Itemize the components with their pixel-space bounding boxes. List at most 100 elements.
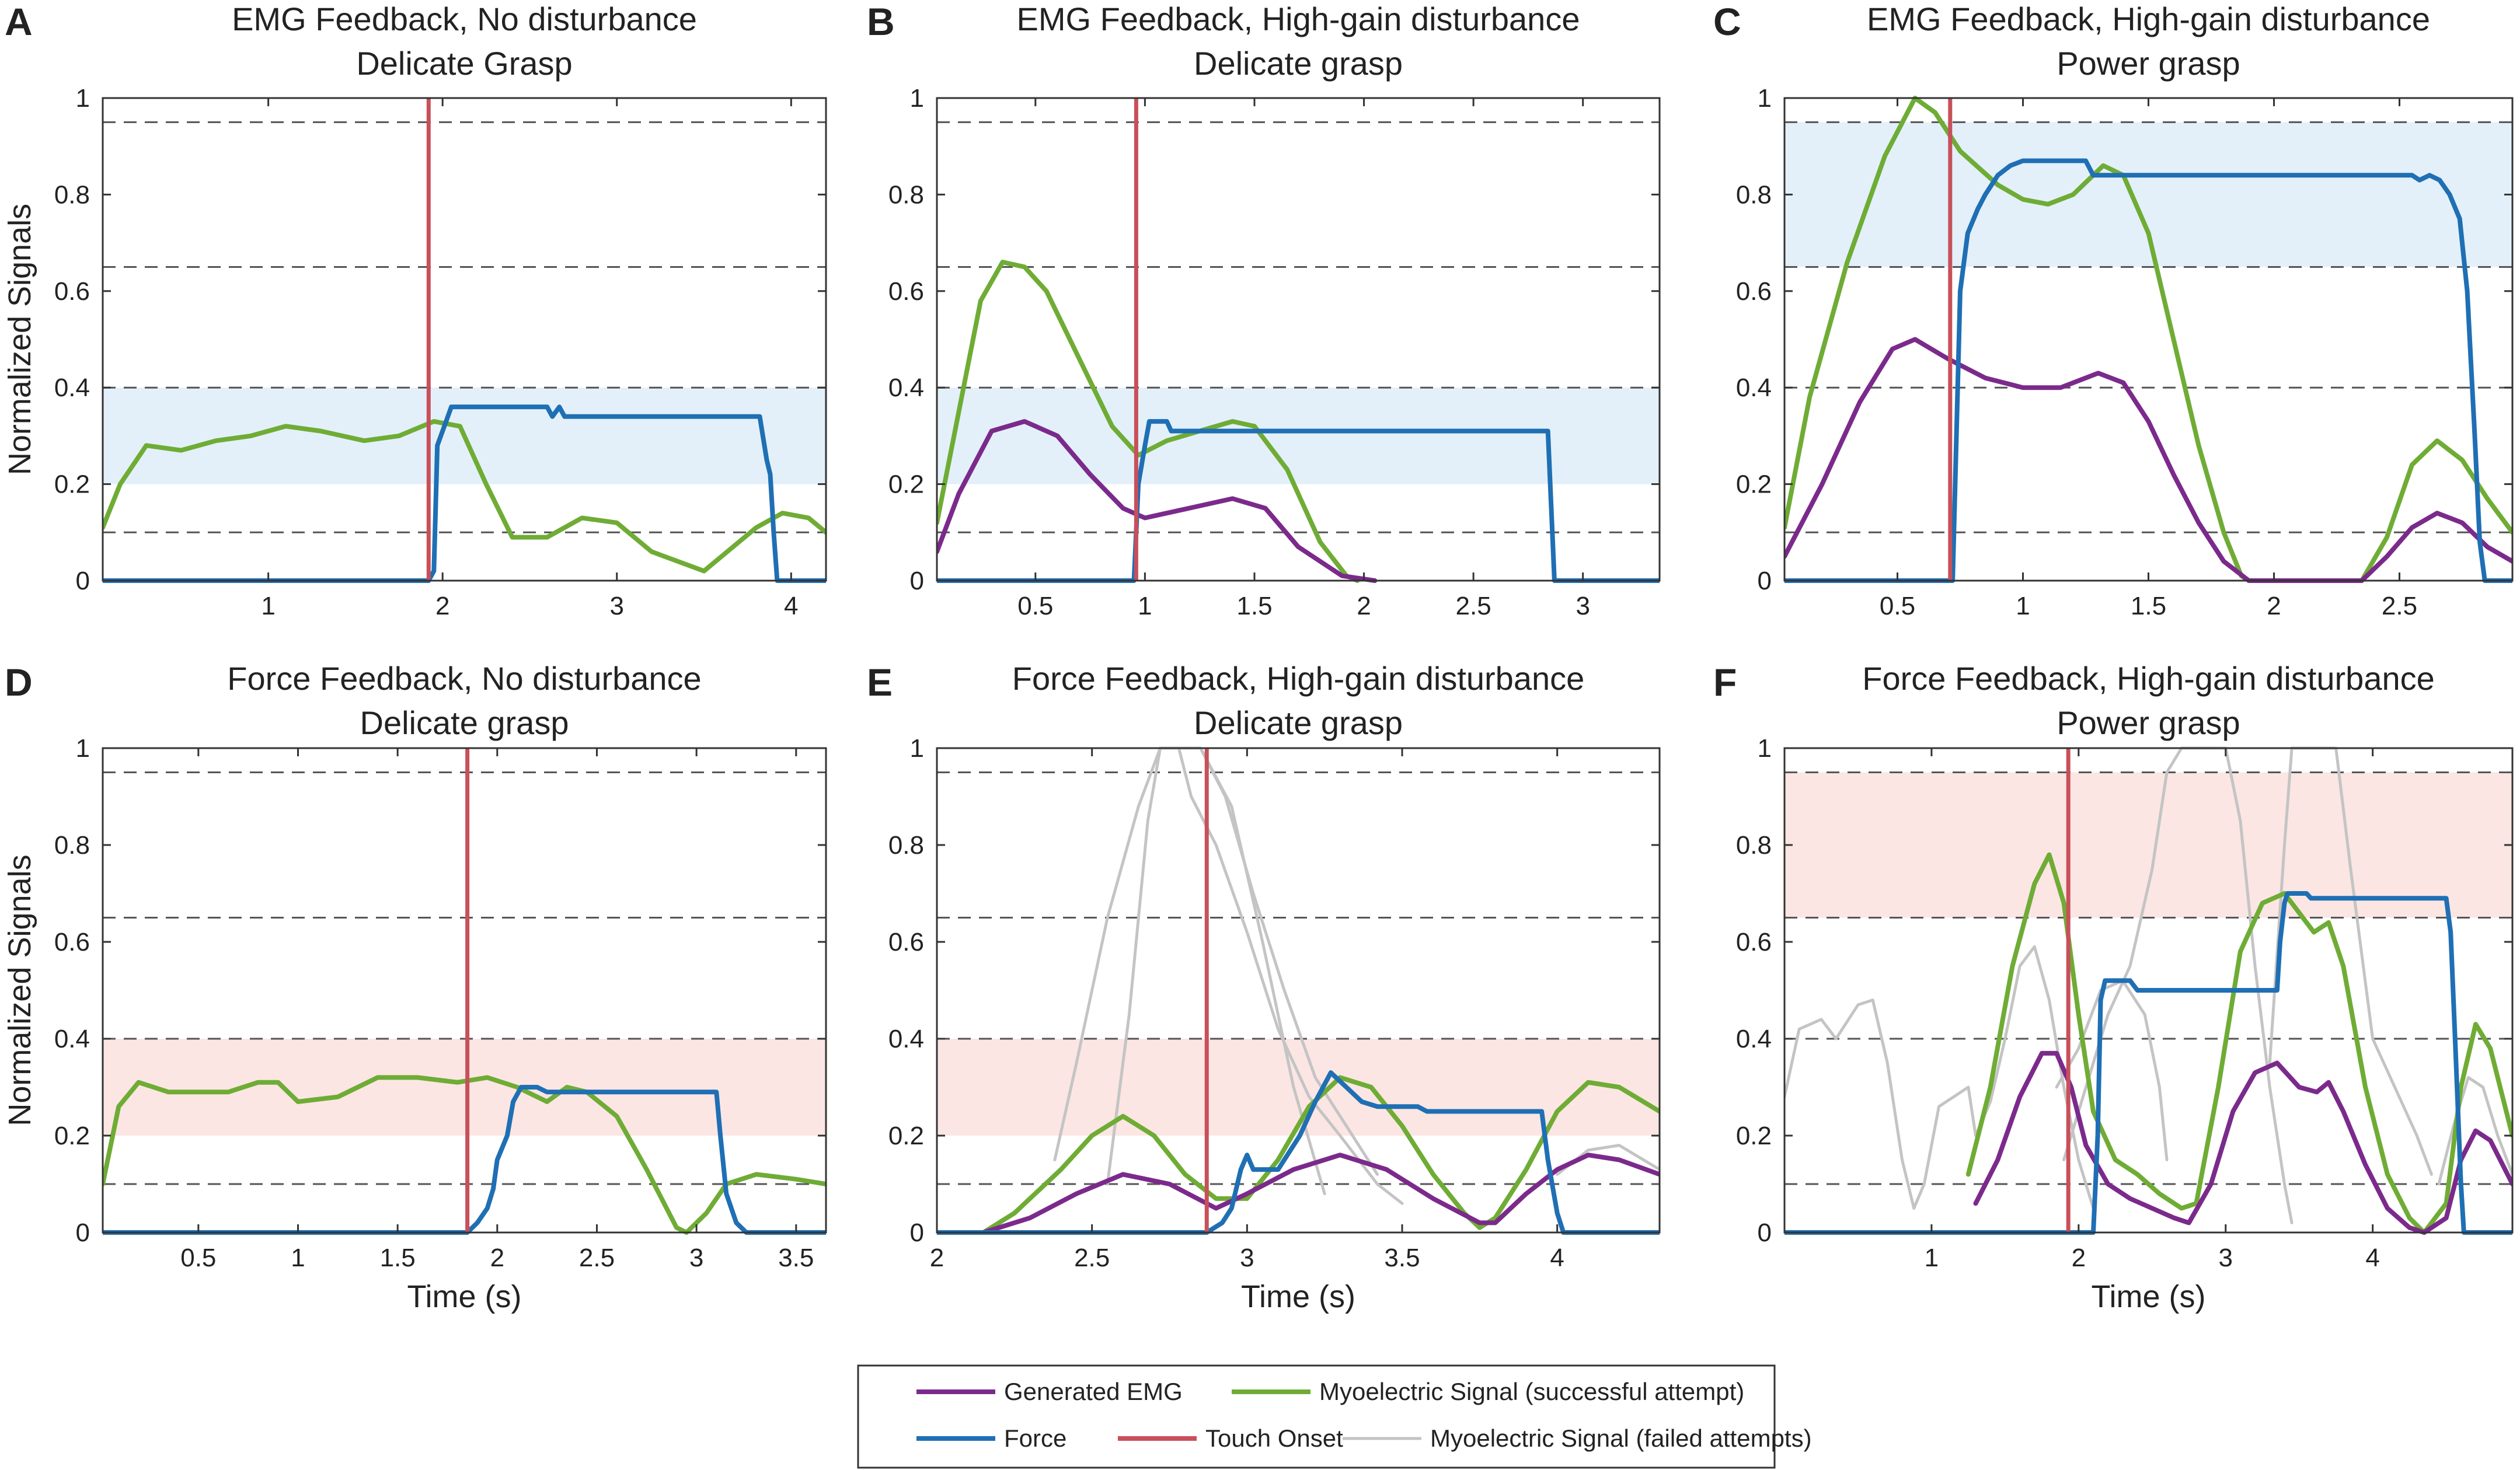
x-axis-label: Time (s) [2092, 1279, 2206, 1314]
legend-box [857, 1364, 1776, 1469]
chart-title-line: Force Feedback, No disturbance [227, 660, 701, 697]
legend-label: Touch Onset [1205, 1424, 1343, 1452]
x-tick-label: 2 [490, 1244, 504, 1272]
panel-letter: E [867, 661, 893, 704]
x-tick-label: 1.5 [2131, 592, 2166, 620]
series-line-myoelectric-signal-successful-attempt [937, 260, 1360, 583]
x-tick-label: 2 [435, 592, 449, 620]
chart-panel-e: 0 0.2 0.4 0.6 0.8 1 2 2.5 3 3.5 4 Force Feedback, H… [867, 660, 1661, 1314]
x-tick-label: 3.5 [1384, 1244, 1420, 1272]
series-group [1784, 96, 2512, 583]
legend-label: Myoelectric Signal (failed attempts) [1430, 1424, 1812, 1452]
y-tick-label: 0.2 [888, 1122, 924, 1150]
y-tick-label: 0.8 [1736, 180, 1772, 209]
y-tick-label: 0.6 [888, 928, 924, 956]
panel-letter: D [5, 661, 33, 704]
y-tick-label: 0.4 [54, 373, 90, 402]
series-line-force [103, 1085, 826, 1235]
x-axis-label: Time (s) [407, 1279, 522, 1314]
series-line-generated-emg [937, 419, 1378, 583]
chart-title-line: Power grasp [2057, 704, 2240, 741]
series-line-myoelectric-signal-failed-attempts [2268, 746, 2433, 1176]
series-group [103, 404, 826, 583]
x-axis-label: Time (s) [1241, 1279, 1355, 1314]
x-tick-label: 4 [1550, 1244, 1564, 1272]
y-tick-label: 0.6 [54, 928, 90, 956]
target-band [103, 1039, 826, 1136]
plot-frame [936, 97, 1661, 582]
y-tick-label: 1 [76, 734, 90, 763]
y-tick-label: 0 [76, 1218, 90, 1247]
y-tick-label: 0.6 [54, 277, 90, 306]
y-tick-label: 0.8 [54, 831, 90, 860]
y-tick-label: 0.8 [888, 831, 924, 860]
chart-panel-d: 0 0.2 0.4 0.6 0.8 1 0.5 1 1.5 2 2.5 3 3.5 Force Feedb… [2, 660, 827, 1314]
series-line-myoelectric-signal-failed-attempts [1199, 746, 1379, 1176]
x-tick-label: 3 [2219, 1244, 2233, 1272]
series-line-force [103, 404, 826, 583]
x-tick-label: 0.5 [180, 1244, 216, 1272]
legend-label: Myoelectric Signal (successful attempt) [1319, 1378, 1744, 1405]
x-tick-label: 2 [2072, 1244, 2086, 1272]
x-tick-label: 3 [689, 1244, 703, 1272]
series-line-myoelectric-signal-successful-attempt [981, 1075, 1660, 1235]
y-tick-label: 0.4 [1736, 1025, 1772, 1053]
chart-title-line: Delicate grasp [360, 704, 569, 741]
chart-title-line: Power grasp [2057, 45, 2240, 82]
chart-title-line: Delicate grasp [1194, 45, 1403, 82]
y-tick-label: 0.2 [1736, 470, 1772, 499]
y-tick-label: 0.6 [1736, 928, 1772, 956]
y-tick-label: 1 [1758, 84, 1772, 113]
series-line-generated-emg [981, 1153, 1660, 1235]
x-tick-label: 0.5 [1880, 592, 1915, 620]
chart-panel-a: 0 0.2 0.4 0.6 0.8 1 1 2 3 4 EMG Feedback, No distu… [2, 0, 827, 620]
y-tick-label: 0.8 [888, 180, 924, 209]
legend: Generated EMG Myoelectric Signal (success… [857, 1364, 1812, 1469]
x-tick-label: 3 [1240, 1244, 1254, 1272]
y-tick-label: 0.2 [54, 470, 90, 499]
y-axis-label: Normalized Signals [2, 854, 37, 1126]
x-tick-label: 3 [1576, 592, 1590, 620]
series-line-force [937, 1070, 1660, 1235]
series-line-myoelectric-signal-failed-attempts [2437, 1076, 2512, 1186]
chart-title-line: EMG Feedback, High-gain disturbance [1867, 1, 2430, 37]
series-group [103, 1075, 826, 1235]
series-line-generated-emg [1784, 337, 2512, 583]
x-tick-label: 4 [784, 592, 798, 620]
x-tick-label: 2 [930, 1244, 944, 1272]
chart-title-line: Delicate grasp [1194, 704, 1403, 741]
series-group [937, 746, 1660, 1235]
y-tick-label: 0 [1758, 1218, 1772, 1247]
x-tick-label: 1 [291, 1244, 305, 1272]
target-band [1784, 772, 2512, 918]
y-tick-label: 0.6 [888, 277, 924, 306]
chart-panel-c: 0 0.2 0.4 0.6 0.8 1 0.5 1 1.5 2 2.5 EMG Feedback, H… [1713, 0, 2514, 620]
plot-frame [1783, 747, 2514, 1234]
x-tick-label: 2.5 [2382, 592, 2417, 620]
chart-panel-b: 0 0.2 0.4 0.6 0.8 1 0.5 1 1.5 2 2.5 3 EMG Feedback, … [867, 0, 1661, 620]
panel-letter: B [867, 0, 895, 43]
series-line-myoelectric-signal-successful-attempt [103, 1075, 826, 1235]
y-tick-label: 0.4 [54, 1025, 90, 1053]
chart-title-line: Force Feedback, High-gain disturbance [1862, 660, 2435, 697]
series-line-myoelectric-signal-failed-attempts [1106, 746, 1404, 1205]
y-tick-label: 1 [910, 734, 924, 763]
chart-panel-f: 0 0.2 0.4 0.6 0.8 1 1 2 3 4 Force Feedback, High-g… [1713, 660, 2514, 1314]
y-tick-label: 0.4 [888, 1025, 924, 1053]
chart-title-line: Delicate Grasp [356, 45, 572, 82]
x-tick-label: 2.5 [1456, 592, 1491, 620]
y-tick-label: 1 [1758, 734, 1772, 763]
y-axis-label: Normalized Signals [2, 204, 37, 475]
y-tick-label: 1 [76, 84, 90, 113]
y-tick-label: 0.4 [888, 373, 924, 402]
y-tick-label: 1 [910, 84, 924, 113]
y-tick-label: 0.2 [888, 470, 924, 499]
legend-label: Generated EMG [1004, 1378, 1183, 1405]
y-tick-label: 0 [910, 1218, 924, 1247]
x-tick-label: 1 [1138, 592, 1152, 620]
series-line-myoelectric-signal-failed-attempts [1784, 945, 2095, 1210]
legend-label: Force [1004, 1424, 1066, 1452]
x-tick-label: 2.5 [579, 1244, 615, 1272]
plot-frame [936, 747, 1661, 1234]
